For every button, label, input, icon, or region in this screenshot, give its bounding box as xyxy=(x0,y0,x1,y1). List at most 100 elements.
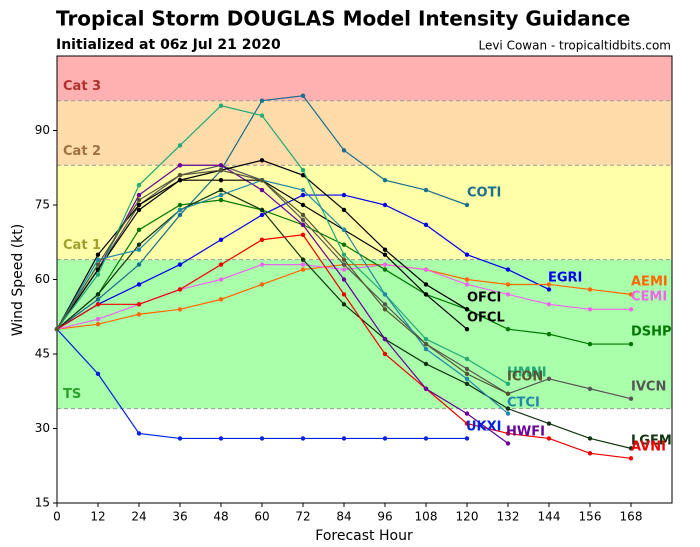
series-label: COTI xyxy=(467,186,501,201)
series-point xyxy=(341,192,347,198)
series-point xyxy=(218,262,224,267)
x-tick-label: 48 xyxy=(213,510,228,524)
series-line xyxy=(56,164,509,444)
series-point xyxy=(382,351,388,357)
series-point xyxy=(218,103,224,108)
series-point xyxy=(95,272,101,277)
series-point xyxy=(300,187,306,193)
series-point xyxy=(382,336,388,342)
band-label: Cat 1 xyxy=(63,238,101,253)
series-point xyxy=(218,187,224,193)
series-point xyxy=(382,202,388,208)
series-point xyxy=(177,287,183,292)
series-point xyxy=(259,158,265,163)
series-line xyxy=(56,105,509,385)
y-tick-label: 30 xyxy=(35,421,50,435)
series-point xyxy=(341,257,347,262)
series-point xyxy=(464,356,470,362)
series-point xyxy=(423,436,429,441)
series-point xyxy=(300,262,306,267)
x-tick-label: 168 xyxy=(620,510,643,524)
series-point xyxy=(382,436,388,441)
series-point xyxy=(259,177,265,183)
y-tick-label: 90 xyxy=(35,123,50,137)
series-point xyxy=(423,292,429,297)
series-point xyxy=(464,202,470,208)
series-point xyxy=(177,202,183,208)
x-tick-label: 96 xyxy=(377,510,392,524)
x-tick-label: 132 xyxy=(497,510,520,524)
series-point xyxy=(464,366,470,372)
series-point xyxy=(423,282,429,287)
series-point xyxy=(136,247,142,252)
series-point xyxy=(218,197,224,203)
series-point xyxy=(136,282,142,287)
series-point xyxy=(300,217,306,223)
series-point xyxy=(95,262,101,267)
series-point xyxy=(177,436,183,441)
series-point xyxy=(300,202,306,208)
series-point xyxy=(136,262,142,267)
series-point xyxy=(423,267,429,272)
series-label: CTCI xyxy=(507,396,540,411)
series-point xyxy=(464,411,470,416)
series-label: HWFI xyxy=(506,425,545,440)
x-tick-label: 36 xyxy=(172,510,187,524)
series-point xyxy=(505,267,511,272)
intensity-band xyxy=(57,100,672,166)
series-point xyxy=(587,436,593,441)
series-point xyxy=(505,441,511,446)
series-label: AVNI xyxy=(631,440,666,455)
series-point xyxy=(95,371,101,377)
series-point xyxy=(464,371,470,377)
series-point xyxy=(218,192,224,198)
series-point xyxy=(464,252,470,257)
series-point xyxy=(464,436,470,441)
series-point xyxy=(341,436,347,441)
series-point xyxy=(505,381,511,386)
series-point xyxy=(546,282,552,287)
series-point xyxy=(341,292,347,297)
series-point xyxy=(423,346,429,352)
series-point xyxy=(218,297,224,302)
band-label: Cat 2 xyxy=(63,144,101,159)
band-label: TS xyxy=(63,387,81,402)
x-tick-label: 144 xyxy=(538,510,561,524)
series-label: LGEM xyxy=(631,434,672,449)
intensity-band xyxy=(57,165,672,260)
series-point xyxy=(341,148,347,153)
series-point xyxy=(505,326,511,332)
series-point xyxy=(628,396,634,401)
series-point xyxy=(95,257,101,262)
series-point xyxy=(300,436,306,441)
y-tick-label: 15 xyxy=(35,496,50,510)
series-point xyxy=(177,212,183,218)
series-point xyxy=(136,242,142,247)
series-point xyxy=(218,168,224,173)
series-label: AEMI xyxy=(631,275,668,290)
series-point xyxy=(300,173,306,178)
y-tick-label: 60 xyxy=(35,272,50,286)
series-point xyxy=(95,292,101,297)
series-point xyxy=(218,436,224,441)
series-point xyxy=(177,173,183,178)
series-label: DSHP xyxy=(631,325,672,340)
series-point xyxy=(546,436,552,441)
credit: Levi Cowan - tropicaltidbits.com xyxy=(478,39,671,53)
series-point xyxy=(341,262,347,267)
series-point xyxy=(136,182,142,188)
series-point xyxy=(300,192,306,198)
series-point xyxy=(587,341,593,347)
series-point xyxy=(505,406,511,411)
series-point xyxy=(423,336,429,342)
series-point xyxy=(177,163,183,168)
series-point xyxy=(259,282,265,287)
series-point xyxy=(341,302,347,307)
band-label: Cat 3 xyxy=(63,79,101,94)
series-point xyxy=(546,287,552,292)
series-point xyxy=(300,212,306,218)
series-point xyxy=(218,163,224,168)
series-point xyxy=(464,307,470,312)
series-point xyxy=(218,237,224,242)
series-point xyxy=(628,456,634,461)
